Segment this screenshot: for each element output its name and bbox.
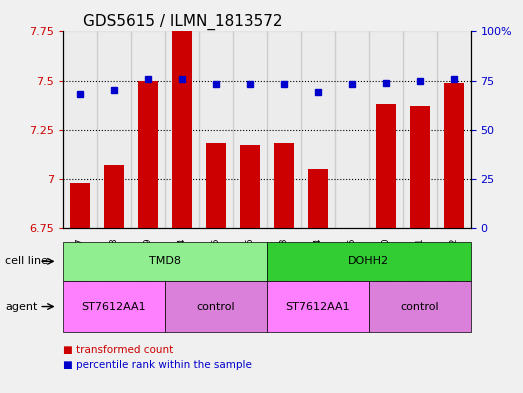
Bar (70, 183, 90, 228)
Text: ■ transformed count: ■ transformed count (63, 345, 173, 355)
Text: ST7612AA1: ST7612AA1 (286, 301, 350, 312)
Bar (206, 143, 226, 228)
Bar (274, 143, 294, 228)
Text: agent: agent (5, 301, 38, 312)
Bar (165, 31, 199, 228)
Bar (138, 81, 158, 228)
Text: ST7612AA1: ST7612AA1 (82, 301, 146, 312)
Bar (403, 31, 437, 228)
Text: GDS5615 / ILMN_1813572: GDS5615 / ILMN_1813572 (83, 14, 282, 30)
Text: cell line: cell line (5, 256, 48, 266)
Bar (104, 165, 124, 228)
Bar (444, 83, 464, 228)
Bar (410, 106, 430, 228)
Bar (308, 169, 328, 228)
Bar (335, 31, 369, 228)
Bar (376, 104, 396, 228)
Bar (369, 31, 403, 228)
Bar (199, 31, 233, 228)
Bar (233, 31, 267, 228)
Bar (301, 31, 335, 228)
Bar (97, 31, 131, 228)
Text: DOHH2: DOHH2 (348, 256, 389, 266)
Bar (437, 31, 471, 228)
Bar (172, 14, 192, 228)
Bar (131, 31, 165, 228)
Bar (267, 31, 301, 228)
Bar (240, 145, 260, 228)
Text: TMD8: TMD8 (149, 256, 181, 266)
Bar (63, 31, 97, 228)
Text: control: control (401, 301, 439, 312)
Text: control: control (197, 301, 235, 312)
Text: ■ percentile rank within the sample: ■ percentile rank within the sample (63, 360, 252, 371)
